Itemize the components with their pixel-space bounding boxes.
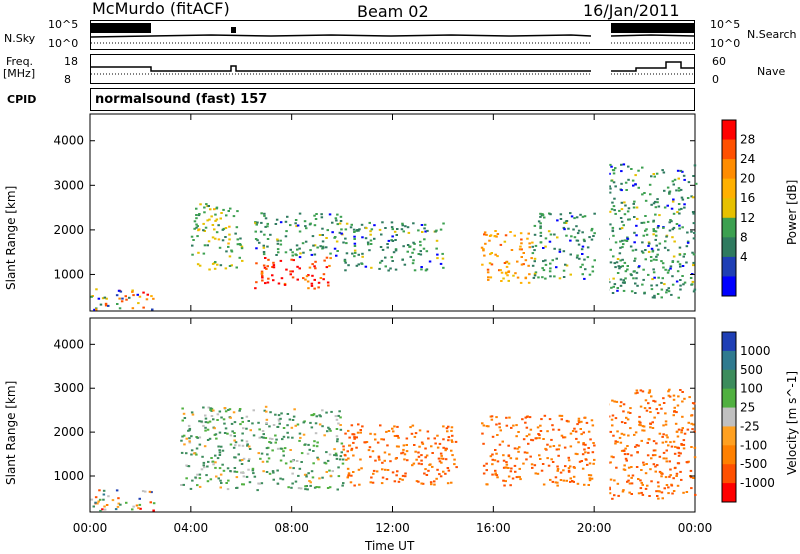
power-colorbar-segment-3 [722,178,736,199]
power-region-2 [254,256,332,290]
time-tick-label-4: 16:00 [476,521,511,535]
freq-panel [90,54,695,84]
power-colorbar-tick-5: 8 [740,230,748,244]
velocity-ylabel: Slant Range [km] [4,380,18,485]
power-colorbar-segment-8 [722,276,736,297]
power-colorbar-tick-0: 28 [740,133,755,147]
beam-title: Beam 02 [357,2,429,21]
nave-tick-bottom: 0 [712,73,719,86]
velocity-colorbar-frame [721,331,737,503]
power-data-gap [596,115,610,310]
nave-label: Nave [757,65,786,78]
power-region-6 [531,212,596,280]
velocity-colorbar-segment-0 [722,332,736,352]
nsky-tick-top: 10^5 [48,18,79,31]
nsearch-tick-top: 10^5 [710,18,741,31]
power-colorbar-segment-6 [722,237,736,258]
station-title: McMurdo (fitACF) [92,0,230,18]
nsearch-label: N.Search [747,28,797,41]
velocity-ytick-label-0: 1000 [53,469,84,483]
power-ytick-label-0: 1000 [53,267,84,281]
power-region-3 [254,212,344,259]
freq-plot [91,61,694,75]
velocity-ytick-label-3: 4000 [53,337,84,351]
nsky-plot [90,21,695,49]
power-colorbar-segment-0 [722,120,736,141]
time-tick-label-6: 00:00 [678,521,713,535]
nsearch-tick-bottom: 10^0 [710,37,741,50]
nsky-label: N.Sky [4,32,36,45]
velocity-plot-frame [89,317,696,513]
velocity-colorbar-tick-1: 500 [740,363,763,377]
power-region-4 [342,221,445,272]
velocity-ytick-label-1: 2000 [53,425,84,439]
time-tick-label-3: 12:00 [375,521,410,535]
power-colorbar-tick-2: 20 [740,172,755,186]
cpid-label: CPID [7,93,37,106]
velocity-colorbar-tick-5: -100 [740,438,767,452]
velocity-colorbar-tick-3: 25 [740,401,755,415]
power-ytick-label-2: 3000 [53,178,84,192]
velocity-colorbar-segment-2 [722,369,736,390]
power-colorbar-segment-5 [722,217,736,238]
velocity-colorbar-segment-8 [722,483,736,503]
power-colorbar-segment-4 [722,198,736,219]
power-ytick-label-3: 4000 [53,134,84,148]
power-ytick-label-1: 2000 [53,223,84,237]
velocity-region-3 [481,414,596,487]
power-colorbar-label: Power [dB] [785,179,799,245]
nave-tick-top: 60 [712,55,726,68]
power-ylabel: Slant Range [km] [4,185,18,290]
velocity-region-0 [90,489,156,512]
velocity-colorbar-segment-4 [722,407,736,427]
power-colorbar-tick-4: 12 [740,211,755,225]
velocity-colorbar-segment-1 [722,350,736,371]
freq-label: Freq. [6,55,34,68]
power-region-5 [480,230,534,284]
time-axis-label: Time UT [365,539,415,553]
velocity-colorbar-segment-3 [722,388,736,409]
freq-tick-bottom: 8 [64,73,71,86]
power-colorbar-tick-3: 16 [740,191,755,205]
time-tick-label-5: 20:00 [577,521,612,535]
power-plot-frame [89,113,696,312]
time-tick-label-2: 08:00 [274,521,309,535]
freq-tick-top: 18 [64,55,78,68]
power-colorbar-segment-2 [722,159,736,180]
velocity-ytick-label-2: 3000 [53,381,84,395]
velocity-colorbar-tick-6: -500 [740,457,767,471]
velocity-colorbar-tick-2: 100 [740,382,763,396]
time-tick-label-0: 00:00 [73,521,108,535]
velocity-colorbar-label: Velocity [m s^-1] [785,370,799,475]
velocity-colorbar-tick-7: -1000 [740,476,775,490]
velocity-colorbar-segment-7 [722,464,736,484]
velocity-colorbar-segment-5 [722,426,736,446]
nsky-panel [90,20,695,50]
power-colorbar-frame [721,119,737,297]
cpid-panel: normalsound (fast) 157 [90,88,695,111]
power-colorbar-segment-1 [722,139,736,160]
velocity-data-gap [596,319,610,511]
velocity-colorbar-segment-6 [722,445,736,465]
velocity-region-1 [180,405,345,492]
power-colorbar-tick-1: 24 [740,152,755,166]
velocity-region-4 [607,388,697,500]
nsky-tick-bottom: 10^0 [48,37,79,50]
power-colorbar-segment-7 [722,256,736,277]
power-region-1 [190,203,244,271]
cpid-value: normalsound (fast) 157 [95,92,268,107]
freq-unit-label: [MHz] [3,67,36,80]
velocity-colorbar-tick-0: 1000 [740,344,771,358]
date-title: 16/Jan/2011 [583,1,680,20]
velocity-region-2 [342,423,458,487]
power-colorbar-tick-6: 4 [740,250,748,264]
time-tick-label-1: 04:00 [174,521,209,535]
velocity-colorbar-tick-4: -25 [740,419,760,433]
power-region-0 [90,288,155,311]
